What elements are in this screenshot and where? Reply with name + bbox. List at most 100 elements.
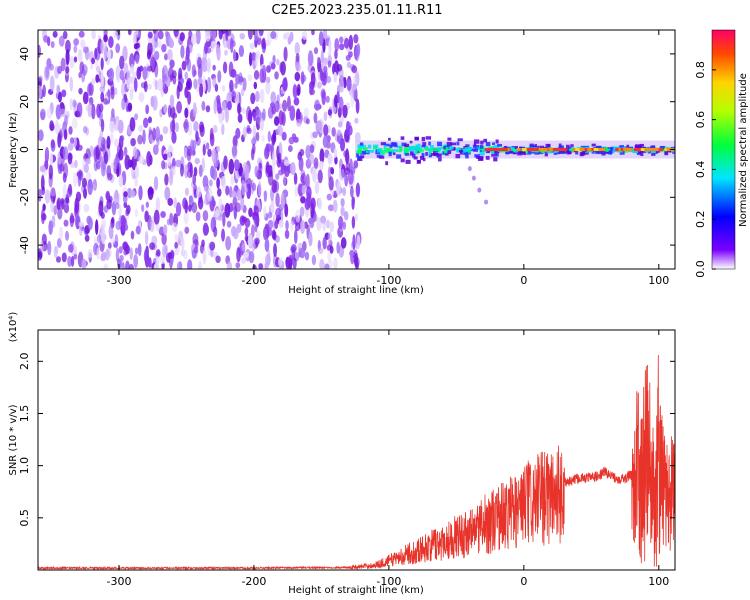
waterfall-signal-cell — [651, 152, 656, 156]
waterfall-x-tick-label: -200 — [241, 274, 266, 287]
waterfall-noise-cell — [42, 84, 46, 98]
waterfall-noise-cell — [278, 257, 283, 267]
waterfall-noise-cell — [187, 91, 192, 105]
waterfall-signal-cell — [403, 146, 409, 149]
waterfall-noise-cell — [312, 131, 318, 139]
waterfall-noise-cell — [164, 244, 168, 255]
waterfall-noise-cell — [38, 77, 43, 88]
waterfall-noise-cell — [51, 215, 56, 225]
waterfall-noise-cell — [121, 216, 126, 233]
waterfall-noise-cell — [81, 258, 87, 269]
waterfall-signal-cell — [383, 145, 387, 149]
waterfall-noise-cell — [193, 121, 199, 132]
waterfall-noise-cell — [320, 88, 326, 99]
waterfall-noise-cell — [329, 245, 334, 254]
waterfall-noise-cell — [288, 136, 295, 145]
waterfall-signal-cell — [509, 146, 514, 151]
waterfall-noise-cell — [293, 172, 298, 185]
waterfall-noise-cell — [255, 131, 260, 142]
waterfall-signal-cell — [558, 143, 562, 149]
waterfall-noise-cell — [296, 118, 302, 127]
waterfall-signal-cell — [595, 149, 599, 154]
waterfall-noise-cell — [229, 79, 234, 93]
waterfall-noise-cell — [232, 227, 239, 240]
waterfall-noise-cell — [207, 148, 212, 158]
waterfall-noise-cell — [328, 176, 334, 191]
waterfall-noise-cell — [238, 106, 242, 113]
waterfall-signal-cell — [495, 139, 499, 144]
waterfall-peak-cell — [648, 148, 655, 151]
waterfall-noise-cell — [242, 126, 247, 139]
waterfall-noise-cell — [264, 253, 271, 266]
waterfall-noise-cell — [267, 130, 272, 143]
waterfall-noise-cell — [142, 66, 148, 80]
waterfall-noise-cell — [262, 41, 267, 50]
waterfall-noise-cell — [201, 57, 205, 68]
waterfall-noise-cell — [67, 152, 73, 165]
waterfall-noise-cell — [280, 192, 285, 209]
waterfall-peak-cell — [516, 148, 521, 151]
waterfall-signal-cell — [476, 156, 481, 159]
waterfall-noise-cell — [296, 83, 301, 95]
waterfall-noise-cell — [157, 40, 162, 49]
waterfall-noise-cell — [323, 65, 328, 73]
waterfall-noise-cell — [346, 61, 352, 69]
waterfall-noise-cell — [129, 247, 133, 260]
waterfall-noise-cell — [201, 239, 205, 248]
waterfall-noise-cell — [130, 137, 136, 147]
waterfall-noise-cell — [192, 102, 197, 118]
waterfall-signal-cell — [394, 143, 398, 148]
waterfall-noise-cell — [305, 118, 310, 125]
waterfall-peak-cell — [552, 148, 558, 151]
waterfall-noise-cell — [354, 253, 359, 268]
waterfall-noise-cell — [152, 144, 159, 156]
waterfall-noise-cell — [310, 72, 316, 87]
waterfall-noise-cell — [160, 210, 166, 218]
waterfall-noise-cell — [110, 86, 115, 100]
waterfall-noise-cell — [123, 201, 128, 209]
colorbar-tick-label: 0.0 — [694, 260, 707, 278]
waterfall-noise-cell — [327, 231, 332, 245]
waterfall-noise-cell — [294, 185, 298, 198]
waterfall-noise-cell — [183, 118, 189, 134]
waterfall-noise-cell — [279, 62, 283, 73]
waterfall-noise-cell — [318, 31, 324, 46]
waterfall-signal-cell — [384, 148, 389, 151]
waterfall-signal-cell — [450, 146, 454, 150]
waterfall-noise-cell — [58, 91, 63, 103]
waterfall-noise-cell — [162, 224, 168, 236]
waterfall-noise-cell — [111, 216, 115, 224]
waterfall-noise-cell — [121, 261, 125, 269]
waterfall-noise-cell — [327, 108, 333, 116]
waterfall-noise-cell — [69, 56, 75, 69]
waterfall-noise-cell — [225, 235, 232, 251]
waterfall-noise-cell — [52, 30, 58, 38]
waterfall-noise-cell — [355, 182, 361, 198]
waterfall-noise-cell — [173, 197, 177, 209]
waterfall-noise-cell — [224, 49, 228, 56]
waterfall-peak-cell — [561, 148, 567, 151]
waterfall-peak-cell — [615, 148, 619, 151]
waterfall-noise-cell — [303, 107, 310, 118]
waterfall-noise-cell — [88, 217, 93, 231]
waterfall-noise-cell — [137, 134, 143, 145]
waterfall-noise-cell — [243, 251, 249, 259]
waterfall-noise-cell — [183, 209, 189, 225]
waterfall-noise-cell — [354, 213, 358, 221]
waterfall-noise-cell — [107, 242, 112, 249]
waterfall-noise-cell — [115, 247, 120, 262]
waterfall-noise-cell — [78, 71, 82, 79]
waterfall-signal-cell — [392, 152, 396, 156]
waterfall-noise-cell — [91, 78, 96, 85]
waterfall-noise-cell — [292, 257, 297, 269]
waterfall-signal-cell — [605, 148, 611, 153]
colorbar-tick-label: 0.4 — [694, 161, 707, 179]
waterfall-noise-cell — [348, 51, 353, 58]
waterfall-noise-cell — [145, 104, 150, 115]
waterfall-noise-cell — [193, 78, 198, 90]
waterfall-noise-cell — [300, 71, 305, 85]
waterfall-noise-cell — [340, 237, 347, 249]
waterfall-noise-cell — [81, 177, 87, 189]
waterfall-noise-cell — [40, 174, 45, 191]
waterfall-y-tick-label: -40 — [18, 236, 31, 254]
